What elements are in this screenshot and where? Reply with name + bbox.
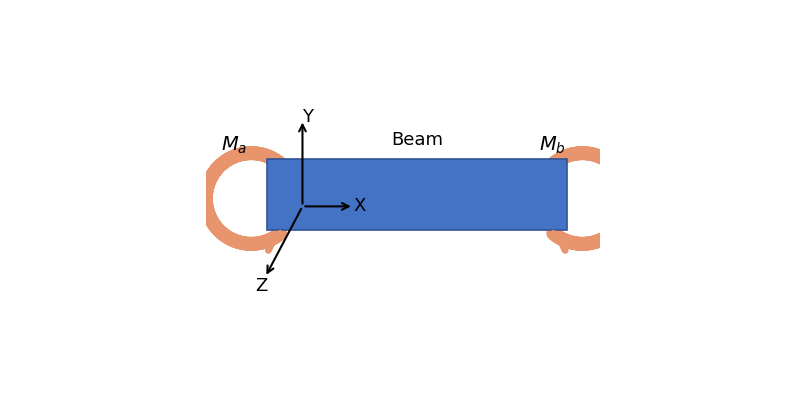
Text: Beam: Beam [391, 131, 442, 149]
Text: X: X [354, 197, 366, 216]
Text: Y: Y [301, 108, 313, 125]
Text: $M_b$: $M_b$ [538, 135, 566, 156]
Text: $M_a$: $M_a$ [221, 135, 247, 156]
Text: Z: Z [256, 277, 268, 295]
Bar [267, 159, 567, 230]
